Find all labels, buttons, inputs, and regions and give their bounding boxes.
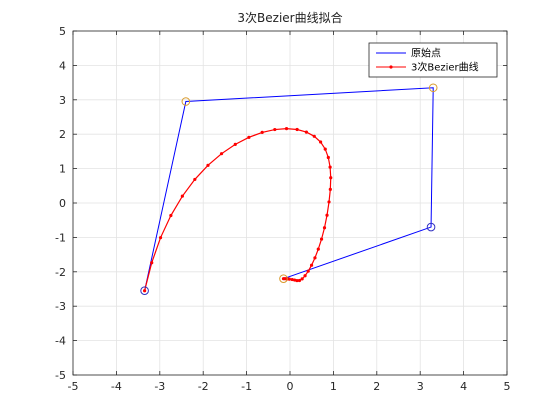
x-tick-label: 0 xyxy=(287,380,294,393)
data-point xyxy=(319,237,324,241)
data-point xyxy=(193,177,197,182)
data-point xyxy=(260,130,264,135)
series-markers xyxy=(143,126,333,293)
x-tick-label: -3 xyxy=(154,380,165,393)
data-point xyxy=(325,213,329,217)
data-point xyxy=(313,256,317,260)
data-point xyxy=(329,176,333,180)
data-point xyxy=(273,127,277,132)
x-tick-label: -1 xyxy=(241,380,252,393)
data-point xyxy=(233,142,237,146)
data-point xyxy=(180,194,184,198)
data-point xyxy=(316,247,320,251)
control-point-marker xyxy=(181,97,191,106)
x-tick-label: -4 xyxy=(111,380,122,393)
data-point xyxy=(323,147,327,151)
data-point xyxy=(300,277,304,281)
legend-swatch-marker-1 xyxy=(389,65,393,69)
control-point-marker xyxy=(279,274,288,283)
data-point xyxy=(284,126,289,131)
data-point xyxy=(328,187,332,192)
y-tick-label: 2 xyxy=(59,128,66,141)
control-point-circles xyxy=(140,83,438,296)
data-point xyxy=(304,130,309,134)
axis-ticks: -5 -4 -3 -2 -1 0 1 2 3 4 5 -5 -4 -3 -2 -1 0 1 2 3 4 5 xyxy=(55,25,510,393)
control-point-marker xyxy=(140,286,149,296)
series-line-0 xyxy=(144,87,434,291)
data-point xyxy=(328,165,332,169)
data-point xyxy=(303,274,307,278)
x-tick-label: 2 xyxy=(373,380,380,393)
y-tick-label: -3 xyxy=(55,300,66,313)
data-point xyxy=(297,278,302,283)
data-point xyxy=(309,263,314,267)
y-tick-label: 1 xyxy=(59,163,66,176)
data-point xyxy=(312,134,316,138)
data-point xyxy=(219,152,224,156)
data-point xyxy=(247,135,251,139)
x-tick-label: -5 xyxy=(68,380,79,393)
legend-box xyxy=(368,42,498,78)
control-point-marker xyxy=(428,83,438,93)
x-tick-label: -2 xyxy=(198,380,209,393)
data-point xyxy=(150,261,154,265)
data-point xyxy=(322,226,327,230)
y-tick-label: -4 xyxy=(55,335,66,348)
y-tick-label: -2 xyxy=(55,266,66,279)
y-tick-label: 3 xyxy=(59,94,66,107)
data-point xyxy=(158,236,163,240)
y-tick-label: 5 xyxy=(59,25,66,38)
y-tick-label: 0 xyxy=(59,197,66,210)
data-point xyxy=(293,278,297,282)
data-point xyxy=(326,155,330,160)
y-tick-label: -1 xyxy=(55,231,66,244)
legend-label-1: 3次Bezier曲线 xyxy=(411,61,479,74)
data-point xyxy=(318,140,323,144)
x-tick-label: 5 xyxy=(504,380,511,393)
data-point xyxy=(143,289,147,293)
y-tick-label: 4 xyxy=(59,59,66,72)
y-tick-label: -5 xyxy=(55,369,66,382)
control-point-marker xyxy=(426,222,436,232)
data-point xyxy=(295,127,299,132)
data-point xyxy=(281,277,286,281)
legend-label-0: 原始点 xyxy=(411,47,441,60)
data-point xyxy=(169,213,173,218)
data-point xyxy=(290,277,294,282)
chart-title: 3次Bezier曲线拟合 xyxy=(237,10,342,25)
x-tick-label: 3 xyxy=(417,380,424,393)
data-point xyxy=(327,200,331,204)
data-point xyxy=(306,269,310,273)
x-tick-label: 1 xyxy=(330,380,337,393)
x-tick-label: 4 xyxy=(460,380,467,393)
data-point xyxy=(206,163,210,167)
